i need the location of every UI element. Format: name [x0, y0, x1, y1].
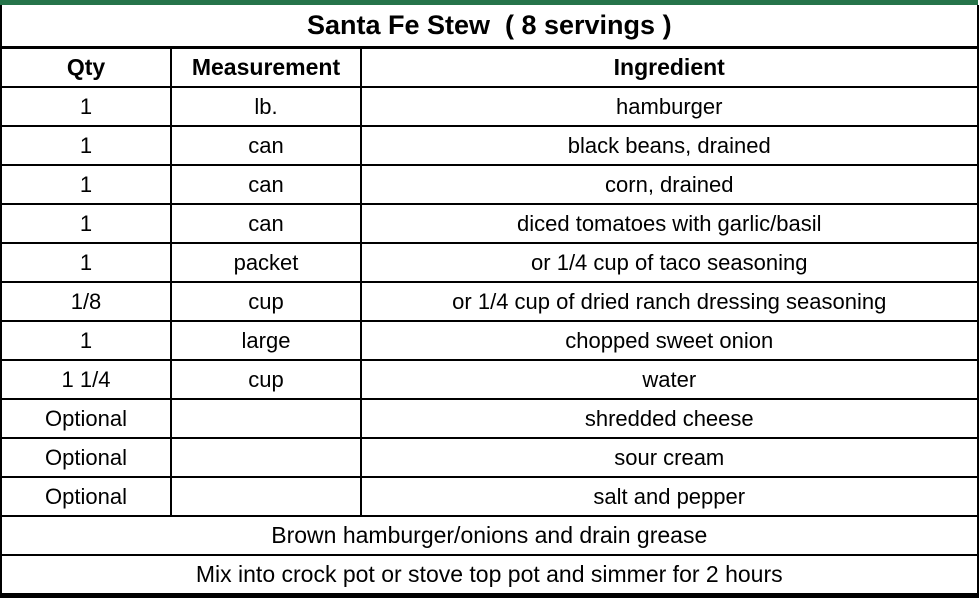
table-row: 1 can black beans, drained [0, 125, 979, 166]
measurement-cell [170, 437, 362, 478]
measurement-cell: cup [170, 359, 362, 400]
measurement-cell [170, 398, 362, 439]
ingredient-cell: hamburger [360, 86, 979, 127]
ingredient-cell: or 1/4 cup of dried ranch dressing seaso… [360, 281, 979, 322]
table-row: 1 1/4 cup water [0, 359, 979, 400]
ingredient-cell: sour cream [360, 437, 979, 478]
qty-cell: 1 [0, 125, 172, 166]
qty-cell: 1 1/4 [0, 359, 172, 400]
ingredient-cell: diced tomatoes with garlic/basil [360, 203, 979, 244]
table-row: 1 large chopped sweet onion [0, 320, 979, 361]
measurement-cell: cup [170, 281, 362, 322]
measurement-cell: lb. [170, 86, 362, 127]
table-row: Optional shredded cheese [0, 398, 979, 439]
table-row: 1 can diced tomatoes with garlic/basil [0, 203, 979, 244]
qty-cell: Optional [0, 398, 172, 439]
instruction-step-2: Mix into crock pot or stove top pot and … [0, 554, 979, 597]
ingredient-cell: chopped sweet onion [360, 320, 979, 361]
measurement-cell: large [170, 320, 362, 361]
ingredient-cell: black beans, drained [360, 125, 979, 166]
instruction-step-1: Brown hamburger/onions and drain grease [0, 515, 979, 556]
title-row: Santa Fe Stew ( 8 servings ) [0, 5, 979, 49]
measurement-cell: can [170, 125, 362, 166]
qty-cell: Optional [0, 437, 172, 478]
measurement-cell: can [170, 164, 362, 205]
column-header-qty: Qty [0, 46, 172, 88]
table-row: 1 packet or 1/4 cup of taco seasoning [0, 242, 979, 283]
ingredient-cell: shredded cheese [360, 398, 979, 439]
column-header-ingredient: Ingredient [360, 46, 979, 88]
ingredient-cell: water [360, 359, 979, 400]
instruction-row: Brown hamburger/onions and drain grease [0, 515, 979, 556]
table-row: Optional salt and pepper [0, 476, 979, 517]
qty-cell: 1 [0, 164, 172, 205]
qty-cell: 1 [0, 242, 172, 283]
ingredient-cell: corn, drained [360, 164, 979, 205]
ingredient-cell: or 1/4 cup of taco seasoning [360, 242, 979, 283]
qty-cell: 1/8 [0, 281, 172, 322]
table-row: Optional sour cream [0, 437, 979, 478]
measurement-cell [170, 476, 362, 517]
qty-cell: Optional [0, 476, 172, 517]
table-row: 1/8 cup or 1/4 cup of dried ranch dressi… [0, 281, 979, 322]
recipe-title: Santa Fe Stew ( 8 servings ) [0, 5, 979, 49]
header-row: Qty Measurement Ingredient [0, 46, 979, 88]
qty-cell: 1 [0, 320, 172, 361]
recipe-table: Santa Fe Stew ( 8 servings ) Qty Measure… [0, 5, 979, 598]
qty-cell: 1 [0, 203, 172, 244]
table-row: 1 can corn, drained [0, 164, 979, 205]
instruction-row: Mix into crock pot or stove top pot and … [0, 554, 979, 597]
table-row: 1 lb. hamburger [0, 86, 979, 127]
ingredient-cell: salt and pepper [360, 476, 979, 517]
measurement-cell: packet [170, 242, 362, 283]
qty-cell: 1 [0, 86, 172, 127]
column-header-measurement: Measurement [170, 46, 362, 88]
measurement-cell: can [170, 203, 362, 244]
